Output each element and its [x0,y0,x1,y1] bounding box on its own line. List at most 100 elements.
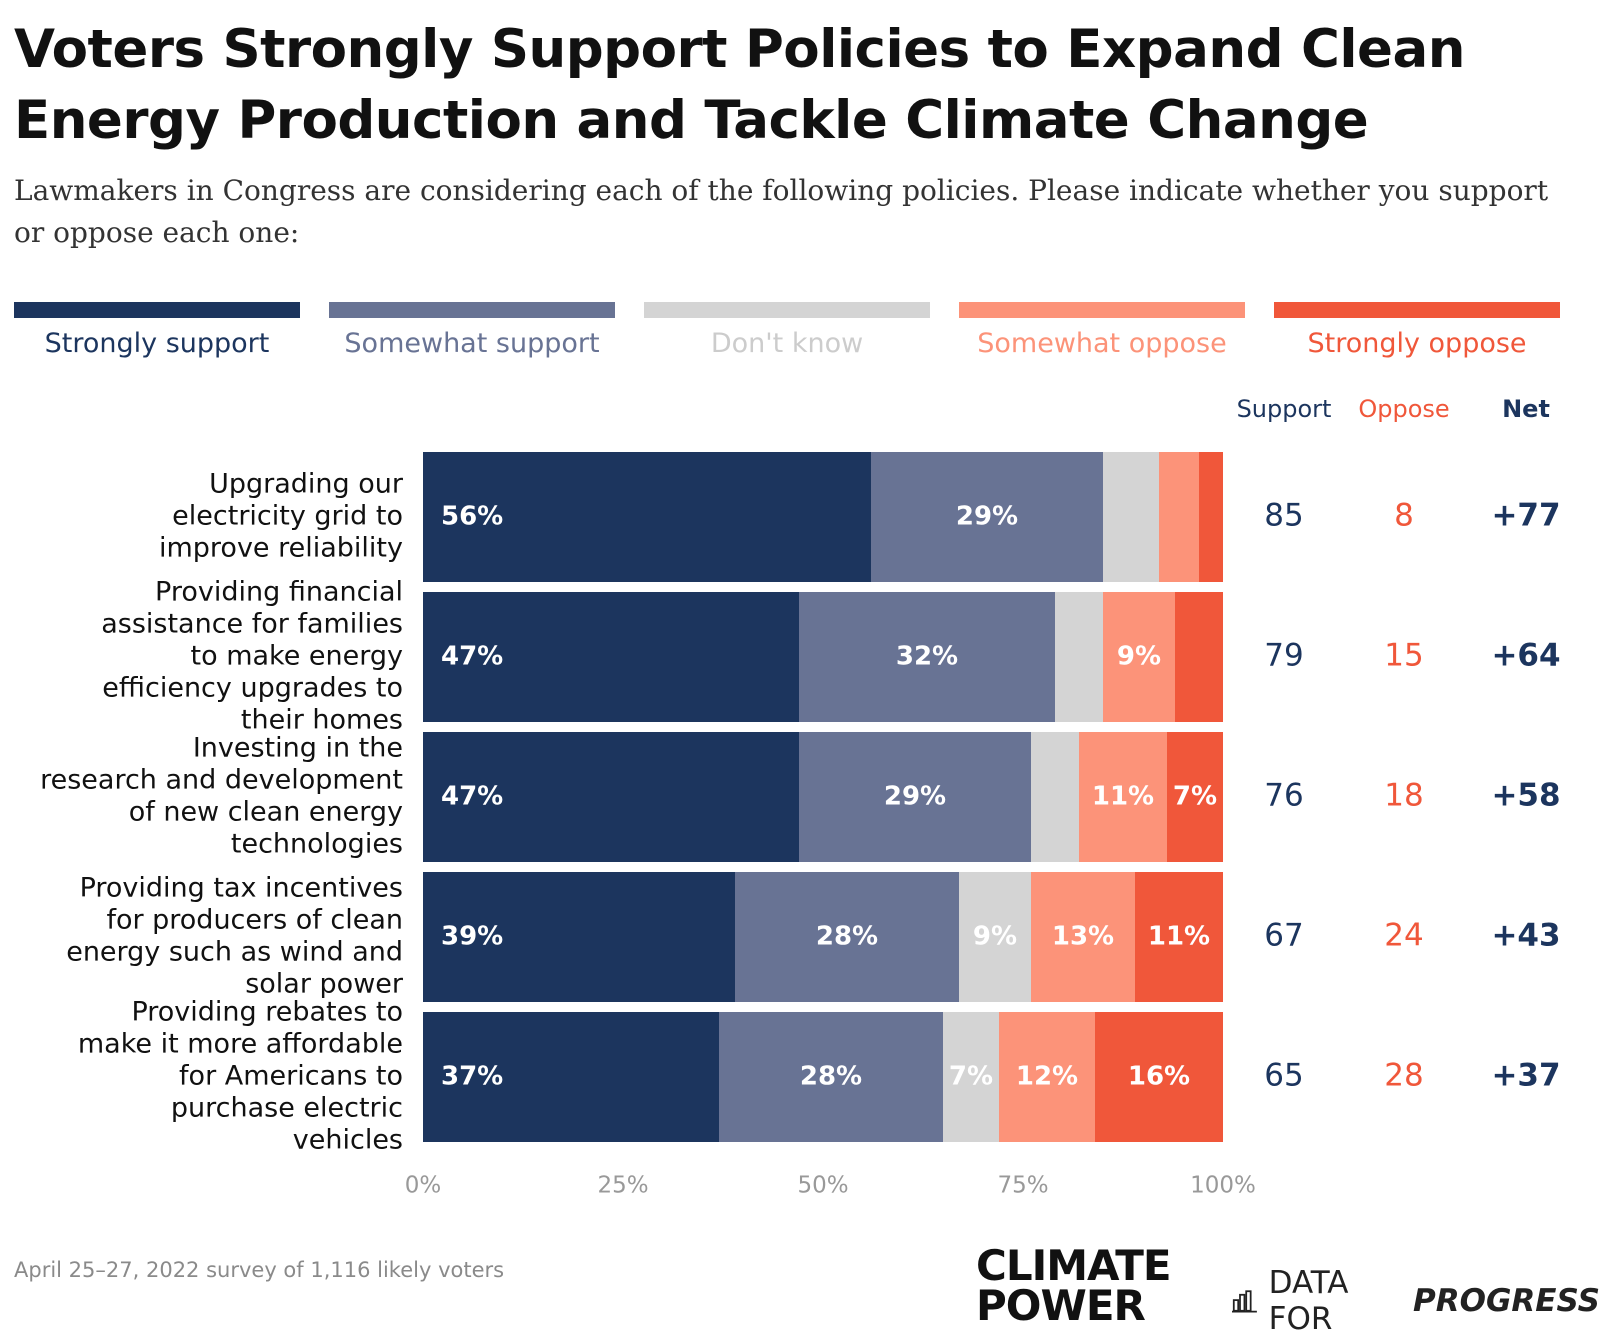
legend: Strongly support Somewhat support Don't … [14,302,1584,362]
data-label: 28% [816,922,878,952]
data-for-progress-logo: DATA FOR PROGRESS [1232,1265,1600,1337]
data-label: 16% [1128,1062,1190,1092]
data-label: 32% [896,642,958,672]
data-label: 7% [1173,782,1217,812]
category-label: purchase electric [171,1093,403,1124]
dfp-logo-progress: PROGRESS [1413,1283,1600,1319]
bar-segment [1199,452,1223,582]
oppose-value: 15 [1384,638,1423,674]
bar-segment [423,732,799,862]
data-label: 39% [441,922,503,952]
data-label: 11% [1148,922,1210,952]
bar-segment [959,872,1031,1002]
data-label: 11% [1092,782,1154,812]
bar-segment [735,872,959,1002]
category-label: Providing rebates to [131,997,403,1028]
x-tick-label: 25% [597,1173,648,1199]
category-label: make it more affordable [78,1029,403,1060]
column-header-net: Net [1502,395,1550,423]
bar-segment [1095,1012,1223,1142]
chart-subtitle: Lawmakers in Congress are considering ea… [14,174,1549,249]
category-label: electricity grid to [172,501,403,532]
legend-swatch [959,302,1245,318]
bar-segment [943,1012,999,1142]
category-label: efficiency upgrades to [102,673,403,704]
legend-label: Somewhat oppose [977,328,1227,359]
data-label: 56% [441,502,503,532]
oppose-value: 8 [1394,498,1414,534]
legend-item-somewhat-oppose: Somewhat oppose [959,302,1245,359]
data-label: 12% [1016,1062,1078,1092]
category-label: Upgrading our [209,469,404,500]
data-label: 28% [800,1062,862,1092]
bar-segment [799,732,1031,862]
bar-segment [423,592,799,722]
bar-segment [1167,732,1223,862]
data-label: 37% [441,1062,503,1092]
category-label: technologies [231,829,403,860]
legend-swatch [644,302,930,318]
support-value: 79 [1264,638,1303,674]
category-label: energy such as wind and [66,937,403,968]
bar-segment [1103,452,1159,582]
legend-label: Strongly oppose [1307,328,1527,359]
legend-item-strongly-support: Strongly support [14,302,300,359]
legend-item-dont-know: Don't know [644,302,930,359]
bar-segment [1175,592,1223,722]
bar-segment [423,1012,719,1142]
category-label: to make energy [191,641,404,672]
x-tick-label: 0% [405,1173,442,1199]
category-label: Providing financial [155,577,403,608]
legend-item-strongly-oppose: Strongly oppose [1274,302,1560,359]
category-label: vehicles [293,1125,403,1156]
category-label: assistance for families [101,609,403,640]
bar-chart-icon [1232,1290,1257,1313]
survey-footnote: April 25–27, 2022 survey of 1,116 likely… [14,1258,505,1282]
dfp-logo-text: DATA FOR [1268,1265,1349,1337]
category-label: their homes [241,705,403,736]
bar-segment [1103,592,1175,722]
oppose-value: 18 [1384,778,1423,814]
oppose-value: 28 [1384,1058,1423,1094]
data-label: 7% [949,1062,993,1092]
x-tick-label: 100% [1190,1173,1256,1199]
oppose-value: 24 [1384,918,1423,954]
climate-power-logo: CLIMATE POWER [976,1241,1172,1330]
bar-segment [1031,872,1135,1002]
category-label: for Americans to [179,1061,403,1092]
bar-segment [799,592,1055,722]
category-label: improve reliability [159,533,403,564]
category-label: Investing in the [193,733,403,764]
legend-swatch [1274,302,1560,318]
data-label: 47% [441,782,503,812]
data-label: 47% [441,642,503,672]
bar-segment [1031,732,1079,862]
category-label: Providing tax incentives [80,873,403,904]
support-value: 67 [1264,918,1303,954]
legend-label: Somewhat support [344,328,600,359]
net-value: +77 [1491,498,1560,534]
data-label: 29% [956,502,1018,532]
bar-segment [1079,732,1167,862]
data-label: 9% [973,922,1017,952]
bar-segment [1159,452,1199,582]
legend-item-somewhat-support: Somewhat support [329,302,615,359]
x-tick-label: 50% [797,1173,848,1199]
data-label: 9% [1117,642,1161,672]
category-label: research and development [40,765,403,796]
legend-swatch [329,302,615,318]
bar-segment [423,452,871,582]
net-value: +43 [1491,918,1560,954]
bar-segment [1055,592,1103,722]
support-value: 76 [1264,778,1303,814]
net-value: +58 [1491,778,1560,814]
legend-label: Don't know [710,328,864,359]
bar-segment [423,872,735,1002]
category-label: solar power [245,969,404,1000]
bar-segment [1135,872,1223,1002]
support-value: 85 [1264,498,1303,534]
category-label: of new clean energy [129,797,403,828]
legend-label: Strongly support [44,328,270,359]
bar-segment [871,452,1103,582]
